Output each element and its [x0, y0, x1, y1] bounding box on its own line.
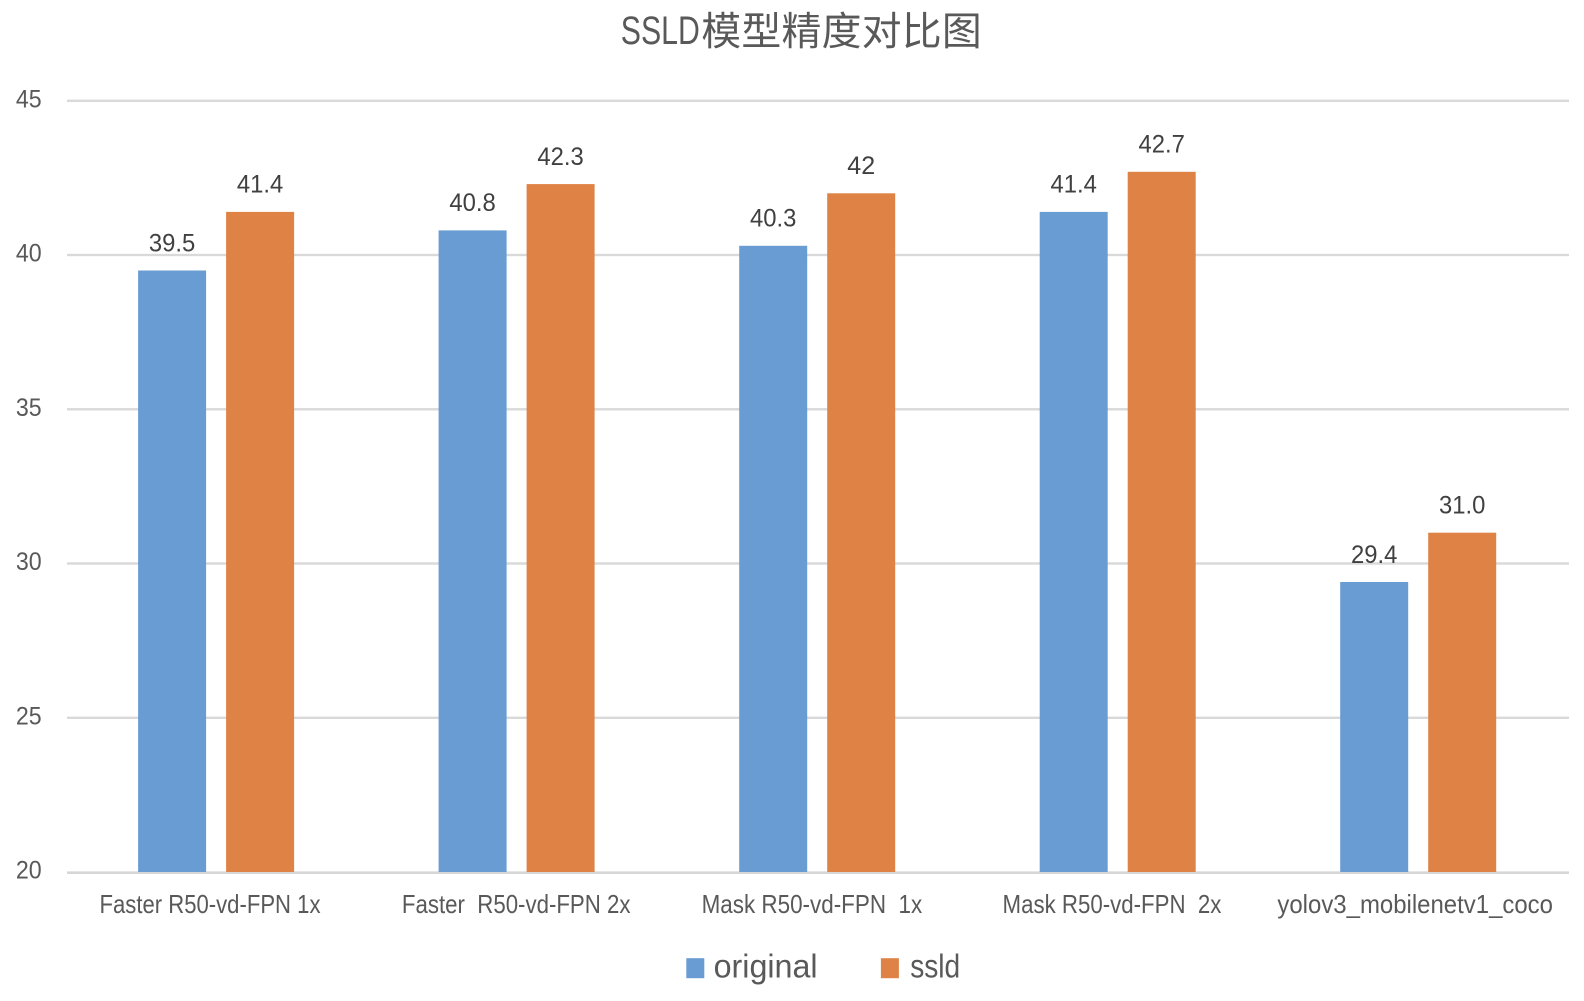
svg-text:40.3: 40.3: [750, 205, 796, 233]
svg-text:Faster R50-vd-FPN 1x: Faster R50-vd-FPN 1x: [100, 889, 321, 919]
svg-text:42.3: 42.3: [537, 143, 583, 171]
svg-text:original: original: [714, 948, 818, 985]
svg-text:SSLD: SSLD: [621, 9, 700, 53]
svg-text:yolov3_mobilenetv1_coco: yolov3_mobilenetv1_coco: [1277, 889, 1553, 919]
svg-text:Mask R50-vd-FPN 1x: Mask R50-vd-FPN 1x: [702, 889, 923, 919]
svg-text:40: 40: [16, 240, 42, 268]
svg-text:ssld: ssld: [910, 948, 960, 985]
svg-text:30: 30: [16, 548, 42, 576]
svg-text:31.0: 31.0: [1439, 492, 1485, 520]
svg-text:40.8: 40.8: [449, 189, 495, 217]
svg-text:Mask R50-vd-FPN 2x: Mask R50-vd-FPN 2x: [1003, 889, 1222, 919]
svg-text:42.7: 42.7: [1139, 131, 1185, 159]
svg-text:42: 42: [847, 152, 875, 180]
svg-text:39.5: 39.5: [149, 229, 195, 257]
svg-text:45: 45: [16, 85, 42, 113]
svg-text:35: 35: [16, 394, 42, 422]
svg-text:Faster R50-vd-FPN 2x: Faster R50-vd-FPN 2x: [402, 889, 631, 919]
svg-text:29.4: 29.4: [1351, 541, 1397, 569]
svg-text:41.4: 41.4: [1051, 171, 1097, 199]
svg-text:25: 25: [16, 702, 42, 730]
svg-text:41.4: 41.4: [237, 171, 283, 199]
svg-text:20: 20: [16, 857, 42, 885]
